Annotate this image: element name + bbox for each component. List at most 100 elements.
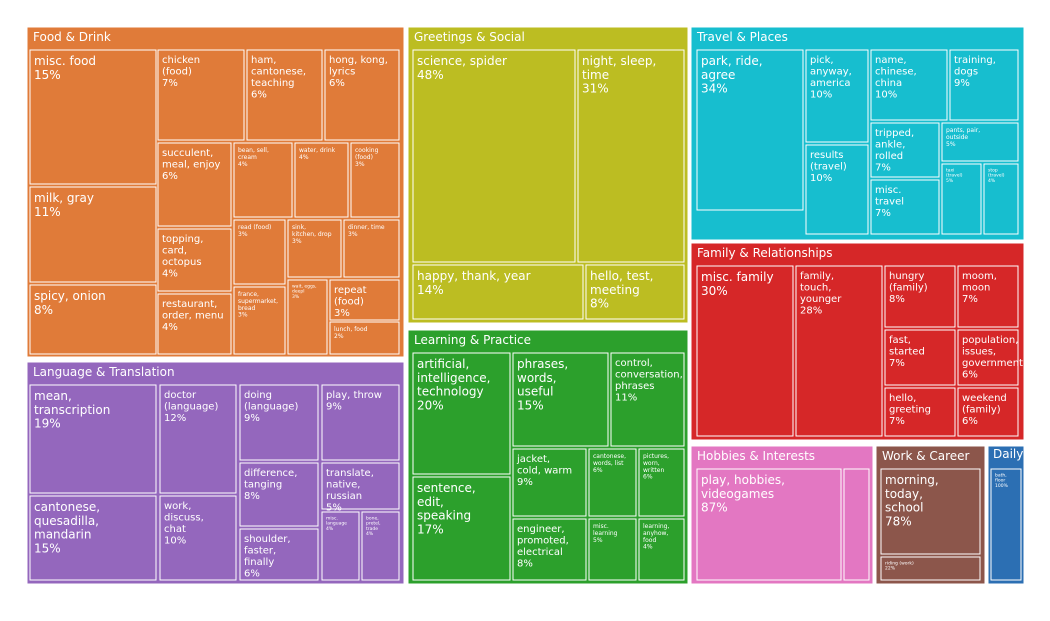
tile-hobbies-interests-play-hobbies-videogames-0-rect[interactable] <box>696 468 842 581</box>
tile-work-career-morning-today-school-0-rect[interactable] <box>880 468 981 555</box>
tile-learning-practice-sentence-edit-speaking-3-rect[interactable] <box>412 476 511 581</box>
tile-food-drink-water-drink-8-rect[interactable] <box>294 142 349 218</box>
tile-food-drink-hong-kong-lyrics-5-rect[interactable] <box>324 49 400 141</box>
tile-language-translation-doctor-language-1[interactable]: doctor (language)12% <box>159 384 237 494</box>
tile-food-drink-topping-card-octopus-10-rect[interactable] <box>157 228 232 292</box>
tile-food-drink-read-food-11-rect[interactable] <box>233 219 286 285</box>
tile-travel-places-misc-travel-9-rect[interactable] <box>870 179 940 235</box>
tile-family-relationships-family-touch-younger-1-rect[interactable] <box>795 265 883 437</box>
tile-learning-practice-artificial-intelligence-technology-0-rect[interactable] <box>412 352 511 475</box>
tile-travel-places-pants-pair-outside-5-rect[interactable] <box>941 122 1019 162</box>
tile-family-relationships-weekend-family-7[interactable]: weekend (family)6% <box>957 387 1019 437</box>
tile-travel-places-pick-anyway-america-1-rect[interactable] <box>805 49 869 143</box>
tile-learning-practice-cantonese-words-list-5-rect[interactable] <box>588 448 637 517</box>
tile-daily-life-bath-floor-0-rect[interactable] <box>990 468 1022 581</box>
tile-travel-places-tripped-ankle-rolled-4-rect[interactable] <box>870 122 940 178</box>
tile-language-translation-play-throw-3-rect[interactable] <box>321 384 400 461</box>
tile-food-drink-chicken-food-3[interactable]: chicken (food)7% <box>157 49 245 141</box>
tile-food-drink-repeat-food-17-rect[interactable] <box>329 279 400 321</box>
tile-learning-practice-misc-learning-8-rect[interactable] <box>588 518 637 581</box>
tile-travel-places-stop-travel-8-rect[interactable] <box>983 163 1019 235</box>
tile-hobbies-interests-tile-1[interactable] <box>843 468 870 581</box>
tile-family-relationships-hello-greeting-6-rect[interactable] <box>884 387 956 437</box>
tile-food-drink-dinner-time-13-rect[interactable] <box>343 219 400 278</box>
tile-travel-places-training-dogs-3-rect[interactable] <box>949 49 1019 121</box>
tile-food-drink-read-food-11[interactable]: read (food)3% <box>233 219 286 285</box>
tile-family-relationships-fast-started-4-rect[interactable] <box>884 329 956 386</box>
tile-language-translation-mean-transcription-0-rect[interactable] <box>29 384 157 494</box>
tile-travel-places-taxi-travel-7[interactable]: taxi (travel)5% <box>941 163 982 235</box>
tile-language-translation-cantonese-quesadilla-mandarin-6-rect[interactable] <box>29 495 157 581</box>
tile-travel-places-taxi-travel-7-rect[interactable] <box>941 163 982 235</box>
tile-food-drink-chicken-food-3-rect[interactable] <box>157 49 245 141</box>
tile-food-drink-cooking-food-9-rect[interactable] <box>350 142 400 218</box>
tile-food-drink-restaurant-order-menu-14-rect[interactable] <box>157 293 232 355</box>
tile-family-relationships-hungry-family-2[interactable]: hungry (family)8% <box>884 265 956 328</box>
tile-learning-practice-pictures-worn-written-6-rect[interactable] <box>638 448 685 517</box>
tile-family-relationships-weekend-family-7-rect[interactable] <box>957 387 1019 437</box>
tile-learning-practice-phrases-words-useful-1-rect[interactable] <box>512 352 609 447</box>
tile-language-translation-translate-native-russian-5-rect[interactable] <box>321 462 400 510</box>
tile-language-translation-doctor-language-1-rect[interactable] <box>159 384 237 494</box>
tile-food-drink-cooking-food-9[interactable]: cooking (food)3% <box>350 142 400 218</box>
tile-language-translation-difference-tanging-4-rect[interactable] <box>239 462 319 527</box>
tile-food-drink-wait-eggs-deepl-16-rect[interactable] <box>287 279 328 355</box>
tile-language-translation-bone-pretel-trade-10-rect[interactable] <box>361 511 400 581</box>
tile-language-translation-misc-language-9-rect[interactable] <box>321 511 360 581</box>
tile-learning-practice-jacket-cold-warm-4-rect[interactable] <box>512 448 587 517</box>
tile-travel-places-results-travel-6-rect[interactable] <box>805 144 869 235</box>
tile-travel-places-results-travel-6[interactable]: results (travel)10% <box>805 144 869 235</box>
tile-greetings-social-hello-test-meeting-3-rect[interactable] <box>585 264 685 320</box>
tile-food-drink-succulent-meal-enjoy-6-rect[interactable] <box>157 142 232 227</box>
tile-food-drink-bean-sell-cream-7-rect[interactable] <box>233 142 293 218</box>
tile-greetings-social-night-sleep-time-1-rect[interactable] <box>577 49 685 263</box>
